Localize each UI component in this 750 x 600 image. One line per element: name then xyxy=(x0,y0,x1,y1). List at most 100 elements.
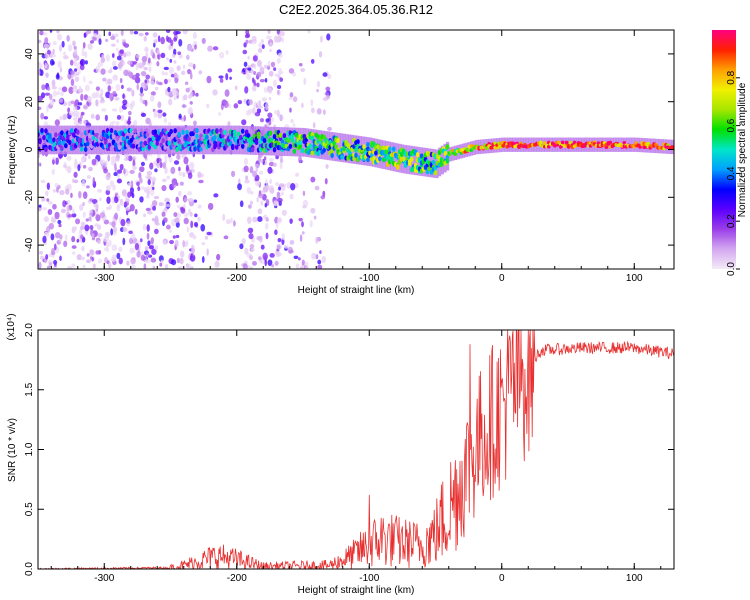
noise-cell xyxy=(260,159,264,164)
noise-cell xyxy=(66,155,72,161)
noise-cell xyxy=(120,30,124,37)
noise-cell xyxy=(88,80,93,85)
noise-cell xyxy=(88,216,92,222)
noise-cell xyxy=(319,35,323,43)
ridge-cell xyxy=(163,144,167,150)
ridge-cell xyxy=(181,129,185,135)
noise-cell xyxy=(54,119,60,127)
noise-cell xyxy=(257,216,263,223)
ridge-cell xyxy=(366,141,370,148)
noise-cell xyxy=(84,84,90,92)
noise-cell xyxy=(141,55,148,63)
noise-cell xyxy=(48,93,53,100)
noise-cell xyxy=(265,118,270,123)
noise-cell xyxy=(243,61,248,67)
noise-cell xyxy=(159,161,163,169)
noise-cell xyxy=(75,218,81,225)
noise-cell xyxy=(105,189,111,196)
ridge-haze xyxy=(144,125,148,155)
ridge-cell xyxy=(230,143,235,150)
noise-cell xyxy=(242,263,248,269)
noise-cell xyxy=(131,192,135,199)
noise-cell xyxy=(244,86,249,94)
noise-cell xyxy=(76,55,80,61)
noise-cell xyxy=(141,185,145,191)
noise-cell xyxy=(110,155,117,163)
noise-cell xyxy=(286,182,292,189)
noise-cell xyxy=(136,250,141,258)
noise-cell xyxy=(104,114,108,122)
noise-cell xyxy=(86,30,92,35)
noise-cell xyxy=(201,256,205,264)
noise-cell xyxy=(112,66,118,70)
noise-cell xyxy=(46,49,51,55)
noise-cell xyxy=(216,253,221,261)
ridge-cell xyxy=(44,146,48,153)
ridge-cell xyxy=(354,147,358,153)
noise-cell xyxy=(125,51,132,57)
ridge-cell xyxy=(256,133,261,139)
noise-cell xyxy=(249,243,255,249)
noise-cell xyxy=(94,223,100,227)
noise-cell xyxy=(288,96,293,101)
noise-cell xyxy=(279,77,284,82)
ridge-cell xyxy=(135,139,140,145)
noise-cell xyxy=(323,109,326,115)
noise-cell xyxy=(288,249,294,254)
ridge-cell xyxy=(215,128,219,134)
noise-cell xyxy=(58,223,62,228)
noise-cell xyxy=(123,69,129,76)
noise-cell xyxy=(183,217,189,225)
noise-cell xyxy=(44,62,48,69)
noise-cell xyxy=(127,191,132,198)
y-tick-label: 0 xyxy=(24,146,35,152)
noise-cell xyxy=(147,57,151,64)
noise-cell xyxy=(104,247,108,252)
noise-cell xyxy=(107,85,111,92)
noise-cell xyxy=(248,233,254,240)
noise-cell xyxy=(206,248,209,256)
noise-cell xyxy=(80,256,86,261)
noise-cell xyxy=(112,226,117,233)
ridge-cell xyxy=(374,150,378,156)
noise-cell xyxy=(281,233,286,241)
noise-cell xyxy=(67,265,73,269)
noise-cell xyxy=(248,39,254,44)
noise-cell xyxy=(116,55,122,61)
colorbar-label: Normalized spectral amplitude xyxy=(737,82,748,217)
noise-cell xyxy=(116,114,122,120)
ridge-cell xyxy=(268,130,273,136)
ridge-cell xyxy=(409,156,414,162)
noise-cell xyxy=(128,237,134,245)
ridge-cell xyxy=(292,148,297,154)
noise-cell xyxy=(105,241,110,248)
noise-cell xyxy=(275,222,279,229)
noise-cell xyxy=(168,121,171,126)
noise-cell xyxy=(52,41,57,46)
noise-cell xyxy=(43,43,50,49)
noise-cell xyxy=(261,97,267,102)
ridge-cell xyxy=(453,152,458,156)
noise-cell xyxy=(116,178,123,184)
noise-cell xyxy=(275,181,280,187)
noise-cell xyxy=(146,194,150,199)
noise-cell xyxy=(139,238,143,243)
noise-cell xyxy=(193,199,198,203)
noise-cell xyxy=(62,51,66,56)
noise-cell xyxy=(206,75,212,84)
noise-cell xyxy=(77,164,81,172)
noise-cell xyxy=(283,244,289,249)
noise-cell xyxy=(94,202,99,210)
noise-cell xyxy=(250,68,254,75)
ridge-cell xyxy=(290,133,295,139)
noise-cell xyxy=(176,257,180,264)
noise-cell xyxy=(299,234,303,242)
x-tick-label: 100 xyxy=(626,273,643,284)
noise-cell xyxy=(125,156,129,161)
noise-cell xyxy=(53,243,57,251)
noise-cell xyxy=(185,87,190,93)
noise-cell xyxy=(100,68,106,75)
noise-cell xyxy=(219,78,224,83)
noise-cell xyxy=(103,168,108,174)
noise-cell xyxy=(183,156,189,165)
